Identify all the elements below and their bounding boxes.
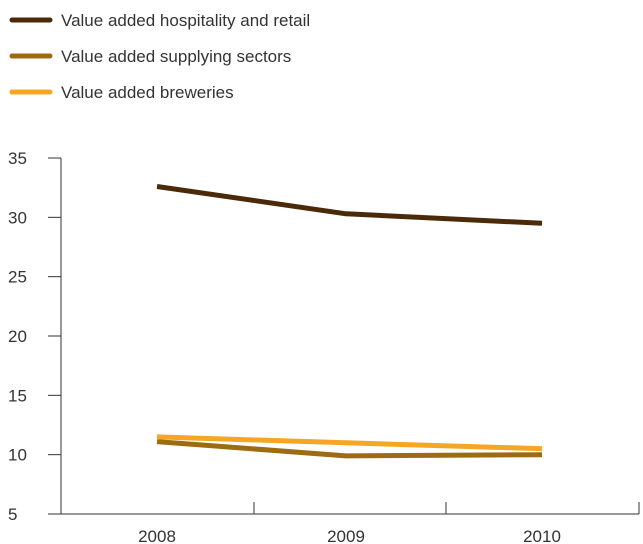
y-tick-label-20: 20 (8, 327, 27, 346)
y-tick-label-15: 15 (8, 386, 27, 405)
legend-label-2: Value added supplying sectors (61, 47, 291, 66)
x-tick-label-2008: 2008 (138, 527, 176, 544)
legend-label-1: Value added hospitality and retail (61, 11, 310, 30)
series-line-1 (156, 184, 543, 226)
x-tick-label-2010: 2010 (523, 527, 561, 544)
y-tick-label-25: 25 (8, 268, 27, 287)
series-line-3 (156, 434, 543, 452)
legend: Value added hospitality and retail Value … (9, 11, 310, 102)
legend-label-3: Value added breweries (61, 83, 234, 102)
y-tick-label-35: 35 (8, 149, 27, 168)
y-tick-label-5: 5 (8, 505, 17, 524)
y-tick-label-30: 30 (8, 208, 27, 227)
axes: 5 10 15 20 25 30 35 2008 2009 2010 (8, 149, 640, 544)
x-tick-label-2009: 2009 (327, 527, 365, 544)
series-line-2 (156, 439, 543, 459)
series-lines (156, 184, 543, 459)
y-tick-label-10: 10 (8, 446, 27, 465)
